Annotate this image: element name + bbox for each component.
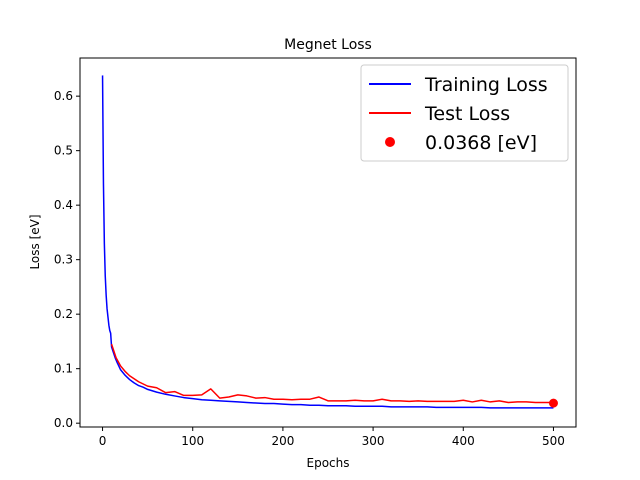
legend-label-test: Test Loss [424, 103, 510, 125]
y-tick-label: 0.1 [54, 362, 73, 376]
legend-box [360, 64, 569, 162]
y-axis-ticks: 0.0 0.1 0.2 0.3 0.4 0.5 0.6 [54, 89, 80, 430]
x-tick-label: 200 [271, 434, 294, 448]
x-tick-label: 300 [362, 434, 385, 448]
y-tick-label: 0.3 [54, 253, 73, 267]
y-axis-label: Loss [eV] [28, 214, 42, 269]
plot-lines [101, 75, 554, 409]
x-tick-label: 400 [452, 434, 475, 448]
x-tick-label: 0 [99, 434, 107, 448]
x-tick-label: 500 [542, 434, 565, 448]
marker-layer [548, 398, 558, 408]
legend: Training Loss Test Loss 0.0368 [eV] [360, 64, 569, 162]
final-test-loss-point [548, 398, 558, 408]
y-tick-label: 0.6 [54, 89, 73, 103]
y-tick-label: 0.4 [54, 198, 73, 212]
y-tick-label: 0.0 [54, 416, 73, 430]
legend-marker-point [385, 137, 395, 147]
series-line-test-loss [110, 343, 554, 404]
chart-title: Megnet Loss [284, 37, 372, 53]
y-tick-label: 0.2 [54, 307, 73, 321]
x-axis-label: Epochs [307, 456, 350, 470]
series-line-training-loss [101, 75, 554, 409]
x-tick-label: 100 [181, 434, 204, 448]
y-tick-label: 0.5 [54, 144, 73, 158]
plot-frame [79, 57, 577, 428]
legend-label-point: 0.0368 [eV] [425, 132, 537, 154]
x-axis-ticks: 0 100 200 300 400 500 [99, 427, 565, 448]
legend-label-training: Training Loss [424, 74, 548, 96]
